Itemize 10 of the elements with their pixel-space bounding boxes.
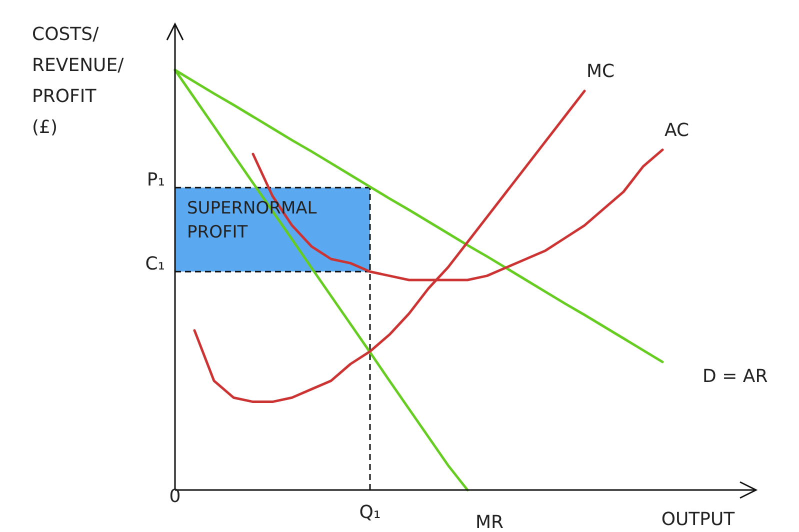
x-axis-title: OUTPUT	[661, 509, 736, 530]
ref-line-label: C₁	[145, 254, 165, 275]
text: D = AR	[702, 366, 768, 387]
y-axis-title: COSTS/ REVENUE/ PROFIT (£)	[32, 24, 125, 138]
x-tick-label: 0	[169, 486, 181, 507]
ref-line-label: P₁	[146, 170, 165, 191]
series-label: MR	[476, 512, 504, 532]
x-tick-label: Q₁	[359, 502, 381, 523]
series-label: MC	[586, 61, 615, 82]
series-label: AC	[664, 120, 690, 141]
